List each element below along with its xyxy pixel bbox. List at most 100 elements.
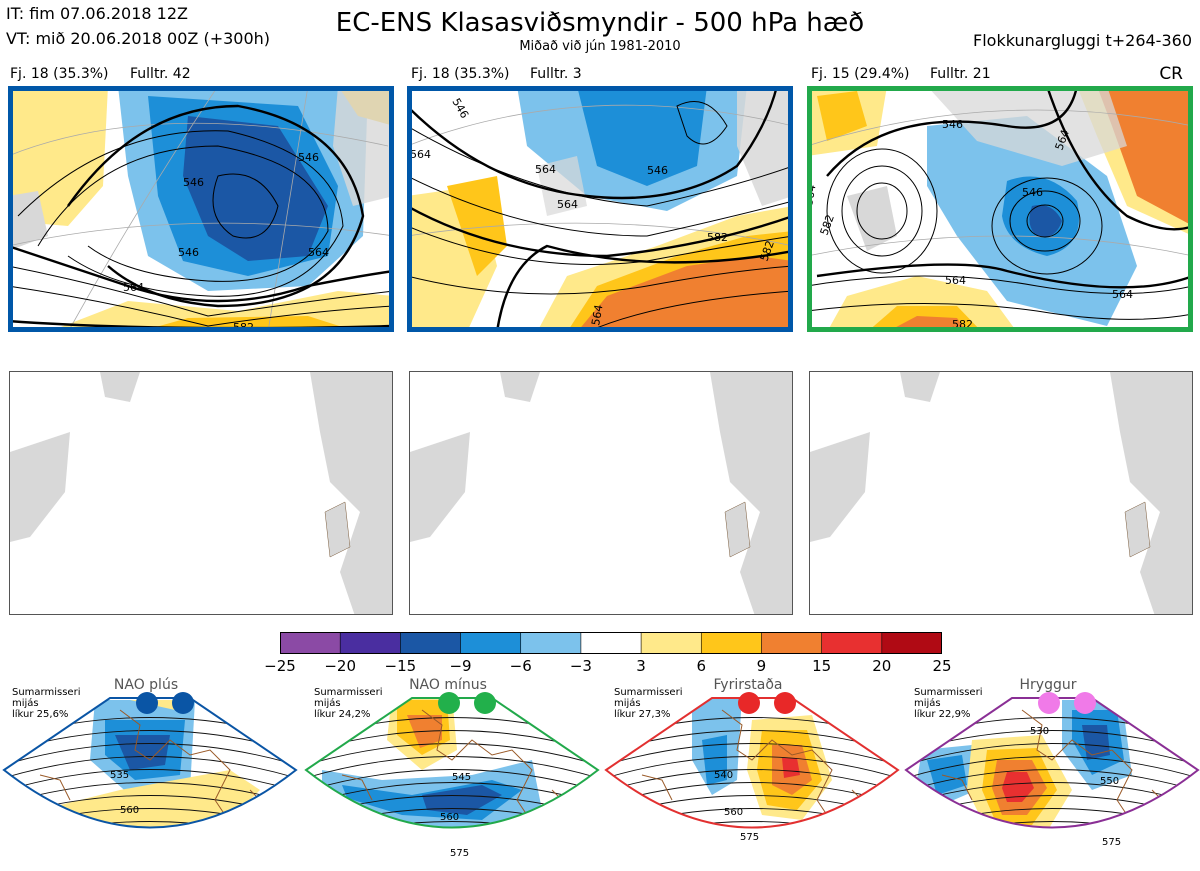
panel-1-contour-label: 564 [308, 246, 329, 259]
regime-contour-label: 560 [724, 807, 743, 818]
panel-1-count: Fulltr. 42 [130, 66, 191, 82]
regime-map: 540 560 575 [604, 697, 900, 843]
colorbar-cell [821, 632, 883, 654]
colorbar-tick-label: −9 [449, 657, 472, 675]
colorbar-tick-label: −3 [569, 657, 592, 675]
regime-marker-dot [136, 692, 158, 714]
regime-contour-label: 560 [120, 805, 139, 816]
init-time: IT: fim 07.06.2018 12Z [6, 4, 188, 23]
regime-probability-note: Sumarmisseri mijás líkur 27,3% [614, 687, 683, 720]
cluster-map-3: 546 564 546 564 582 564 582 564 [807, 86, 1193, 332]
regime-map: 530 550 575 [904, 697, 1200, 848]
empty-map-3 [809, 371, 1193, 615]
regime-contour-label: 575 [1102, 837, 1121, 848]
cluster-frame-3 [807, 86, 1193, 332]
regime-contour-label: 530 [1030, 726, 1049, 737]
empty-map-3-graphic [810, 372, 1192, 614]
colorbar-cell [339, 632, 401, 654]
colorbar-cell [700, 632, 763, 654]
regime-marker-dot [738, 692, 760, 714]
colorbar-tick-label: 9 [756, 657, 767, 675]
regime-contour-label: 575 [740, 832, 759, 843]
regime-title: Fyrirstaða [713, 677, 783, 693]
colorbar-cell [761, 632, 823, 654]
colorbar-tick-label: −6 [509, 657, 532, 675]
panel-3-count: Fulltr. 21 [930, 66, 991, 82]
panel-3-contour-label: 546 [942, 118, 963, 131]
regime-contour-label: 575 [450, 848, 469, 859]
colorbar-tick-label: 25 [932, 657, 952, 675]
regime-thumbnail: 530 550 575 Hryggur Sumarmisseri mijás líkur… [902, 677, 1200, 871]
empty-map-2-graphic [410, 372, 792, 614]
regime-contour-label: 550 [1100, 776, 1119, 787]
regime-probability-note: Sumarmisseri mijás líkur 22,9% [914, 687, 983, 720]
colorbar-cell [460, 632, 522, 654]
colorbar [280, 632, 942, 654]
regime-title: NAO mínus [409, 677, 487, 693]
panel-2-label: Fj. 18 (35.3%) [411, 66, 510, 82]
panel-3-contour-label: 546 [1022, 186, 1043, 199]
page-title: EC-ENS Klasasviðsmyndir - 500 hPa hæð [335, 8, 865, 38]
panel-2-contour-label: 582 [707, 231, 728, 244]
empty-map-1-graphic [10, 372, 392, 614]
regime-marker-dot [774, 692, 796, 714]
regime-marker-dot [1074, 692, 1096, 714]
regime-thumbnail: 545 560 575 NAO mínus Sumarmisseri mijás lík… [302, 677, 602, 871]
colorbar-cell [580, 632, 642, 654]
regime-marker-dot [438, 692, 460, 714]
colorbar-tick-label: 6 [696, 657, 707, 675]
corner-label: CR [1159, 64, 1183, 84]
colorbar-tick-label: 20 [872, 657, 892, 675]
climate-reference: Miðað við jún 1981-2010 [519, 39, 681, 54]
cluster-map-2-graphic: 546 564 564 582 564 546 582 564 [407, 86, 793, 332]
cluster-map-1-graphic: 546 546 564 564 582 546 [8, 86, 394, 332]
panel-1-contour-label: 582 [233, 321, 254, 332]
panel-2-contour-label: 564 [557, 198, 578, 211]
colorbar-tick-label: −15 [384, 657, 417, 675]
colorbar-tick-label: 3 [636, 657, 646, 675]
regime-title: NAO plús [113, 677, 179, 693]
valid-time: VT: mið 20.06.2018 00Z (+300h) [6, 29, 271, 48]
panel-1-contour-label: 546 [298, 151, 319, 164]
panel-1-contour-label: 546 [178, 246, 199, 259]
colorbar-tick-label: 15 [812, 657, 832, 675]
panel-3-contour-label: 564 [945, 274, 966, 287]
regime-contour-label: 545 [452, 772, 471, 783]
cluster-map-2: 546 564 564 582 564 546 582 564 [407, 86, 793, 332]
panel-1-contour-label: 564 [123, 281, 144, 294]
cluster-frame-1 [8, 86, 394, 332]
regime-map: 535 560 [2, 697, 298, 829]
panel-2-contour-label: 546 [647, 164, 668, 177]
empty-map-1 [9, 371, 393, 615]
panel-3-contour-label: 564 [807, 184, 819, 207]
colorbar-cell [640, 632, 702, 654]
regime-probability-note: Sumarmisseri mijás líkur 24,2% [314, 687, 383, 720]
regime-contour-label: 540 [714, 770, 733, 781]
colorbar-cell [280, 632, 341, 654]
regime-marker-dot [172, 692, 194, 714]
cluster-frame-2 [407, 86, 793, 332]
colorbar-tick-label: −25 [264, 657, 296, 675]
regime-marker-dot [1038, 692, 1060, 714]
colorbar-tick-label: −20 [324, 657, 356, 675]
regime-thumbnail: 535 560 NAO plús Sumarmisseri mijás líkur 2… [0, 677, 300, 871]
colorbar-cell [400, 632, 462, 654]
panel-2-count: Fulltr. 3 [530, 66, 582, 82]
regime-map: 545 560 575 [304, 697, 600, 859]
regime-marker-dot [474, 692, 496, 714]
regime-contour-label: 535 [110, 770, 129, 781]
regime-title: Hryggur [1019, 677, 1077, 693]
regime-thumbnail: 540 560 575 Fyrirstaða Sumarmisseri mijás lí… [602, 677, 902, 871]
classification-window: Flokkunargluggi t+264-360 [973, 31, 1192, 50]
panel-2-contour-label: 564 [589, 304, 605, 327]
cluster-map-3-graphic: 546 564 546 564 582 564 582 564 [807, 86, 1193, 332]
panel-2-contour-label: 564 [535, 163, 556, 176]
panel-2-contour-label: 564 [410, 148, 431, 161]
colorbar-cell [881, 632, 942, 654]
regime-contour-label: 560 [440, 812, 459, 823]
regime-probability-note: Sumarmisseri mijás líkur 25,6% [12, 687, 81, 720]
panel-1-contour-label: 546 [183, 176, 204, 189]
empty-map-2 [409, 371, 793, 615]
panel-1-label: Fj. 18 (35.3%) [10, 66, 109, 82]
colorbar-cell [520, 632, 582, 654]
